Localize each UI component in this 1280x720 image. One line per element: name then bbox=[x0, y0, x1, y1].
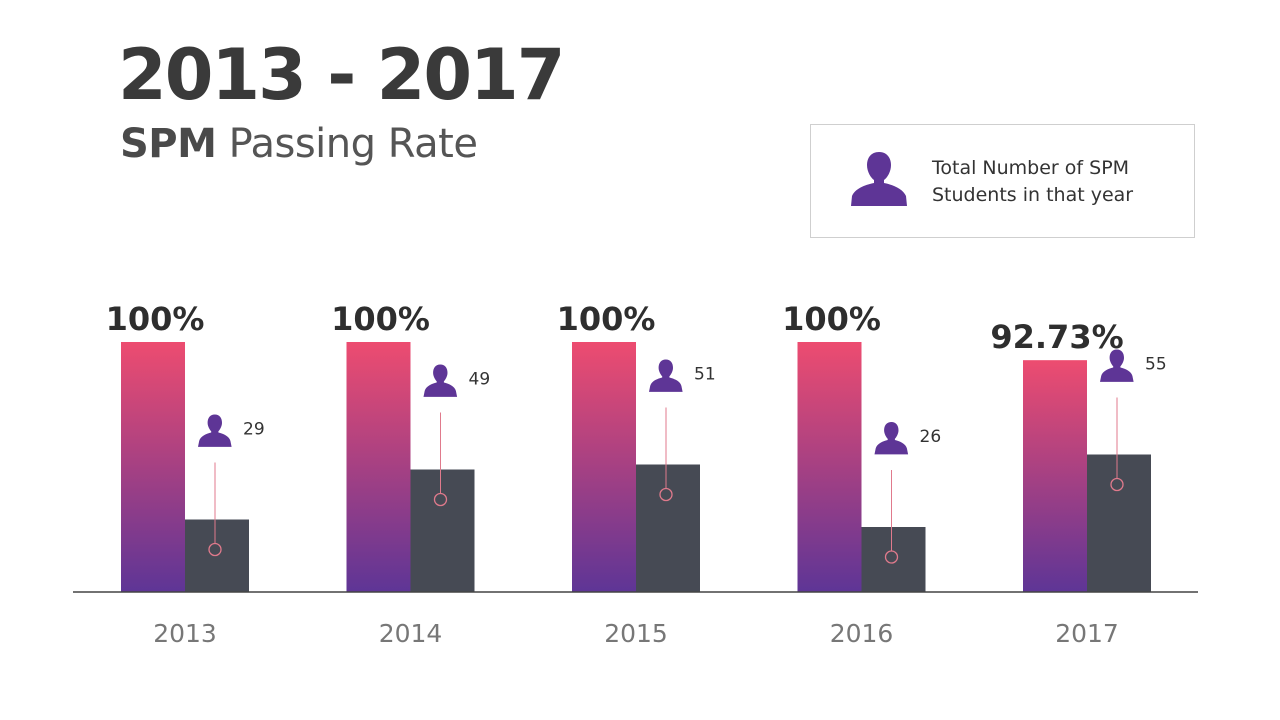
rate-label: 100% bbox=[331, 300, 430, 338]
rate-label: 100% bbox=[782, 300, 881, 338]
rate-bar bbox=[121, 342, 185, 592]
rate-bar bbox=[346, 342, 411, 592]
marker-circle bbox=[433, 492, 448, 507]
rate-bar bbox=[572, 342, 636, 592]
x-tick-label: 2014 bbox=[379, 619, 443, 648]
students-bar bbox=[410, 469, 475, 592]
x-tick-label: 2013 bbox=[153, 619, 217, 648]
person-icon-shape bbox=[874, 422, 909, 455]
person-icon bbox=[1100, 349, 1134, 382]
students-bar bbox=[1087, 454, 1151, 592]
person-icon bbox=[874, 422, 909, 455]
person-icon bbox=[423, 364, 458, 397]
legend: Total Number of SPM Students in that yea… bbox=[810, 124, 1195, 238]
x-tick-label: 2015 bbox=[604, 619, 668, 648]
legend-text: Total Number of SPM Students in that yea… bbox=[932, 157, 1134, 206]
marker-circle bbox=[659, 487, 673, 502]
students-bar bbox=[861, 527, 926, 592]
legend-person-shape bbox=[851, 152, 907, 206]
rate-label: 92.73% bbox=[990, 318, 1123, 356]
marker-circle bbox=[208, 542, 222, 557]
students-count-label: 55 bbox=[1145, 355, 1167, 375]
rate-label: 100% bbox=[557, 300, 656, 338]
students-count-label: 26 bbox=[920, 427, 942, 447]
rate-label: 100% bbox=[106, 300, 205, 338]
person-icon bbox=[198, 414, 232, 447]
subtitle-rest: Passing Rate bbox=[228, 121, 478, 167]
person-icon-shape bbox=[423, 364, 458, 397]
rate-bar bbox=[1023, 360, 1087, 592]
marker-circle bbox=[884, 550, 899, 564]
page-title: 2013 - 2017 bbox=[118, 34, 565, 116]
marker-circle bbox=[1110, 477, 1124, 492]
person-icon-shape bbox=[1100, 349, 1134, 382]
x-tick-label: 2016 bbox=[830, 619, 894, 648]
rate-bar bbox=[797, 342, 862, 592]
person-icon bbox=[649, 359, 683, 392]
bars-layer bbox=[121, 342, 1151, 592]
subtitle-bold: SPM bbox=[120, 121, 217, 167]
students-count-label: 51 bbox=[694, 365, 716, 385]
students-count-label: 29 bbox=[243, 420, 265, 440]
students-count-label: 49 bbox=[469, 370, 491, 390]
labels-layer: 100% 29 2013 100% 49 2014 100% 51 2015 100% 26 2016… bbox=[106, 300, 1167, 648]
person-icon bbox=[851, 152, 907, 206]
x-tick-label: 2017 bbox=[1055, 619, 1119, 648]
person-icon-shape bbox=[649, 359, 683, 392]
page-subtitle: SPM Passing Rate bbox=[120, 121, 478, 167]
students-bar bbox=[636, 464, 700, 592]
person-icon-shape bbox=[198, 414, 232, 447]
